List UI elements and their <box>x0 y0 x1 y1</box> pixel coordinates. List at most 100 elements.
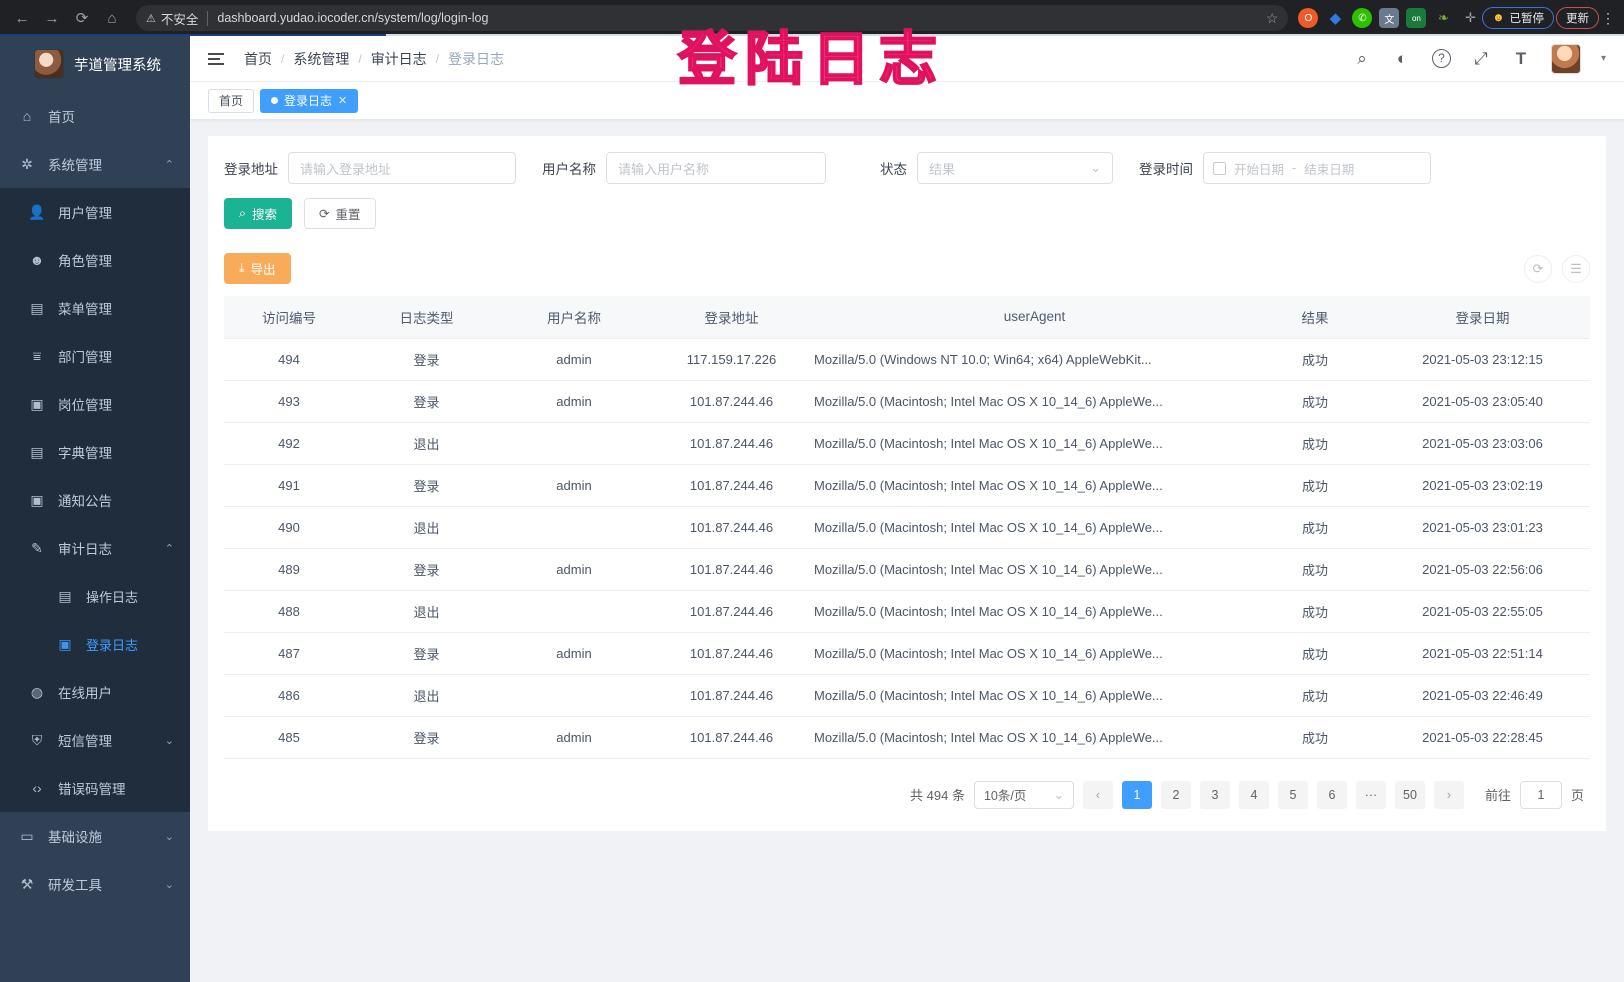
table-row[interactable]: 489 登录 admin 101.87.244.46 Mozilla/5.0 (Maci… <box>224 548 1590 591</box>
tab-home[interactable]: 首页 <box>208 88 255 113</box>
sidebar-item-3[interactable]: ☻ 角色管理 <box>0 236 190 284</box>
column-header-result[interactable]: 结果 <box>1255 296 1375 339</box>
cell-id: 493 <box>224 380 354 423</box>
table-row[interactable]: 494 登录 admin 117.159.17.226 Mozilla/5.0 (Win… <box>224 338 1590 381</box>
login-addr-input[interactable]: 请输入登录地址 <box>288 152 516 184</box>
forward-arrow-icon[interactable]: → <box>44 9 60 27</box>
column-header-id[interactable]: 访问编号 <box>224 296 354 339</box>
sidebar-item-10[interactable]: ▤ 操作日志 <box>0 572 190 620</box>
table-row[interactable]: 492 退出 101.87.244.46 Mozilla/5.0 (Macintosh… <box>224 422 1590 465</box>
chevron-down-icon[interactable]: ▾ <box>1600 53 1606 64</box>
sidebar-item-1[interactable]: ✲ 系统管理 ⌃ <box>0 140 190 188</box>
search-icon[interactable]: ⌕ <box>1357 48 1367 68</box>
brand[interactable]: 芋道管理系统 <box>0 36 190 92</box>
sidebar-item-4[interactable]: ▤ 菜单管理 <box>0 284 190 332</box>
cell-result: 成功 <box>1255 716 1375 759</box>
column-header-user[interactable]: 用户名称 <box>499 296 649 339</box>
page-button-5[interactable]: 5 <box>1277 780 1308 809</box>
column-header-addr[interactable]: 登录地址 <box>649 296 814 339</box>
page-size-select[interactable]: 10条/页 ⌄ <box>973 780 1074 809</box>
sidebar-item-11[interactable]: ▣ 登录日志 <box>0 620 190 668</box>
username-input[interactable]: 请输入用户名称 <box>606 152 826 184</box>
page-button-2[interactable]: 2 <box>1160 780 1191 809</box>
sidebar-item-0[interactable]: ⌂ 首页 <box>0 92 190 140</box>
table-row[interactable]: 490 退出 101.87.244.46 Mozilla/5.0 (Macintosh… <box>224 506 1590 549</box>
chevron-icon[interactable]: ⌃ <box>164 542 174 555</box>
github-icon[interactable]: ◐ <box>1396 48 1408 68</box>
page-button-50[interactable]: 50 <box>1394 780 1425 809</box>
table-row[interactable]: 493 登录 admin 101.87.244.46 Mozilla/5.0 (Maci… <box>224 380 1590 423</box>
chevron-icon[interactable]: ⌄ <box>164 734 174 747</box>
prev-page-button[interactable]: ‹ <box>1082 780 1113 809</box>
close-icon[interactable]: ✕ <box>338 95 348 107</box>
user-avatar[interactable] <box>1550 43 1581 74</box>
sidebar-item-16[interactable]: ⚒ 研发工具 ⌄ <box>0 860 190 908</box>
reload-icon[interactable]: ⟳ <box>75 10 89 27</box>
grammar-extension-icon[interactable]: on <box>1406 8 1427 28</box>
sidebar-item-label: 通知公告 <box>58 494 112 509</box>
sidebar-item-7[interactable]: ▤ 字典管理 <box>0 428 190 476</box>
cell-user: admin <box>499 548 649 591</box>
puzzle-extension-icon[interactable]: ✛ <box>1464 10 1476 25</box>
font-size-icon[interactable]: T <box>1515 48 1527 68</box>
status-select[interactable]: 结果 ⌄ <box>917 152 1113 184</box>
hamburger-menu-icon[interactable] <box>208 52 224 65</box>
kebab-menu-icon[interactable]: ⋮ <box>1601 9 1616 26</box>
column-settings-icon[interactable]: ☰ <box>1562 254 1590 283</box>
leaf-extension-icon[interactable]: ❧ <box>1437 10 1449 25</box>
export-button[interactable]: ⤓ 导出 <box>224 253 291 284</box>
diamond-extension-icon[interactable]: ◆ <box>1329 10 1342 27</box>
opera-extension-icon[interactable]: O <box>1298 8 1319 28</box>
breadcrumb-item-0[interactable]: 首页 <box>244 50 272 67</box>
breadcrumb-item-2[interactable]: 审计日志 <box>370 50 427 67</box>
table-row[interactable]: 487 登录 admin 101.87.244.46 Mozilla/5.0 (Maci… <box>224 632 1590 675</box>
jump-page-input[interactable]: 1 <box>1519 780 1562 809</box>
sidebar-item-5[interactable]: ⩸ 部门管理 <box>0 332 190 380</box>
page-button-6[interactable]: 6 <box>1316 780 1347 809</box>
refresh-circle-icon[interactable]: ⟳ <box>1524 254 1552 283</box>
fullscreen-icon[interactable]: ⤢ <box>1474 48 1488 68</box>
page-button-3[interactable]: 3 <box>1199 780 1230 809</box>
column-header-date[interactable]: 登录日期 <box>1375 296 1590 339</box>
reset-button[interactable]: ⟳ 重置 <box>304 198 376 229</box>
cell-id: 489 <box>224 548 354 591</box>
sidebar-item-8[interactable]: ▣ 通知公告 <box>0 476 190 524</box>
table-row[interactable]: 491 登录 admin 101.87.244.46 Mozilla/5.0 (Maci… <box>224 464 1590 507</box>
column-header-ua[interactable]: userAgent <box>814 296 1255 339</box>
search-button[interactable]: ⌕ 搜索 <box>224 198 293 229</box>
help-icon[interactable]: ? <box>1431 49 1451 68</box>
sidebar-item-6[interactable]: ▣ 岗位管理 <box>0 380 190 428</box>
breadcrumb-item-1[interactable]: 系统管理 <box>293 50 350 67</box>
page-button-1[interactable]: 1 <box>1121 780 1152 809</box>
page-button-4[interactable]: 4 <box>1238 780 1269 809</box>
chevron-icon[interactable]: ⌄ <box>164 830 174 843</box>
login-time-range-picker[interactable]: 开始日期 - 结束日期 <box>1203 152 1431 184</box>
table-row[interactable]: 488 退出 101.87.244.46 Mozilla/5.0 (Macintosh… <box>224 590 1590 633</box>
paused-status-chip[interactable]: ☻ 已暂停 <box>1482 7 1554 29</box>
update-button[interactable]: 更新 <box>1556 7 1599 29</box>
sidebar-item-15[interactable]: ▭ 基础设施 ⌄ <box>0 812 190 860</box>
chevron-icon[interactable]: ⌄ <box>164 878 174 891</box>
page-ellipsis[interactable]: ··· <box>1355 780 1386 809</box>
table-row[interactable]: 486 退出 101.87.244.46 Mozilla/5.0 (Macintosh… <box>224 674 1590 717</box>
wechat-extension-icon[interactable]: ✆ <box>1352 8 1373 28</box>
cell-id: 485 <box>224 716 354 759</box>
column-header-type[interactable]: 日志类型 <box>354 296 499 339</box>
home-icon[interactable]: ⌂ <box>107 9 117 27</box>
chevron-icon[interactable]: ⌃ <box>164 158 174 171</box>
table-row[interactable]: 485 登录 admin 101.87.244.46 Mozilla/5.0 (Maci… <box>224 716 1590 759</box>
star-icon[interactable]: ☆ <box>1265 9 1279 26</box>
tab-login-log[interactable]: 登录日志 ✕ <box>260 88 359 113</box>
sidebar-item-14[interactable]: ‹› 错误码管理 <box>0 764 190 812</box>
sidebar-item-9[interactable]: ✎ 审计日志 ⌃ <box>0 524 190 572</box>
translate-extension-icon[interactable]: 文 <box>1379 8 1400 28</box>
address-bar[interactable]: ⚠ 不安全 dashboard.yudao.iocoder.cn/system/… <box>136 5 1289 31</box>
back-arrow-icon[interactable]: ← <box>14 9 30 27</box>
warning-triangle-icon: ⚠ <box>146 12 156 25</box>
sidebar-item-2[interactable]: 👤 用户管理 <box>0 188 190 236</box>
jump-prefix-label: 前往 <box>1484 788 1511 803</box>
cell-result: 成功 <box>1255 674 1375 717</box>
next-page-button[interactable]: › <box>1433 780 1464 809</box>
sidebar-item-12[interactable]: ◍ 在线用户 <box>0 668 190 716</box>
sidebar-item-13[interactable]: ⛨ 短信管理 ⌄ <box>0 716 190 764</box>
